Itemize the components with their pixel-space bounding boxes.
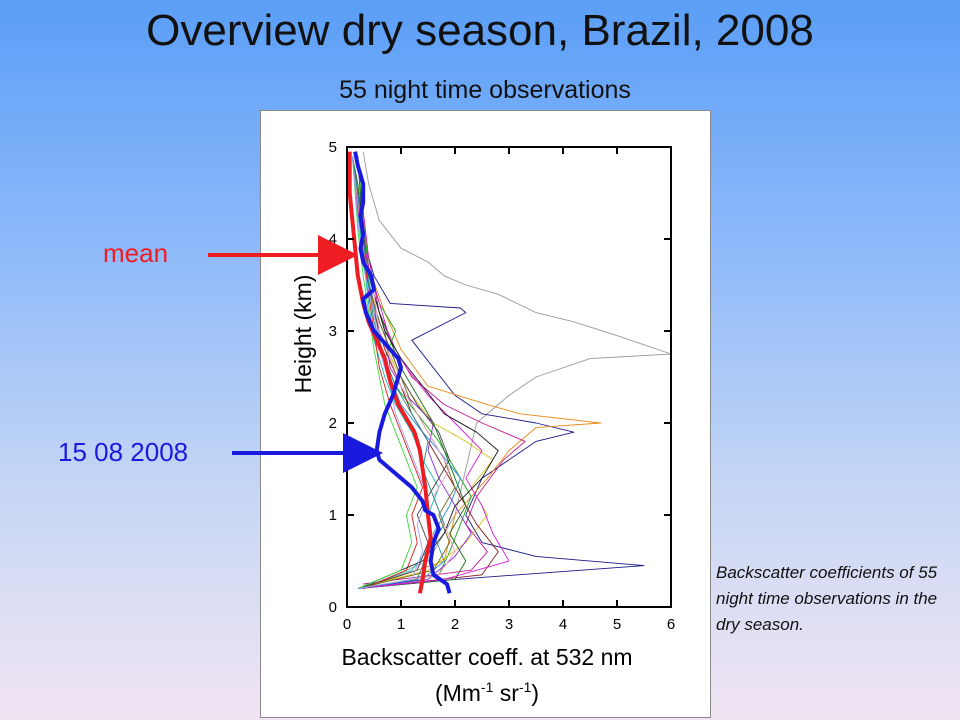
mean-annotation-label: mean	[103, 238, 169, 268]
x-tick-label: 5	[613, 616, 621, 633]
y-tick-label: 1	[329, 507, 337, 524]
y-axis-label: Height (km)	[290, 275, 316, 394]
y-tick-label: 0	[329, 599, 337, 616]
x-tick-label: 4	[559, 616, 567, 633]
y-tick-label: 3	[329, 323, 337, 340]
x-axis-label: Backscatter coeff. at 532 nm	[341, 644, 632, 670]
profile-line-8	[351, 156, 499, 590]
profile-line-1	[362, 151, 672, 590]
x-tick-label: 0	[343, 616, 351, 633]
y-tick-label: 2	[329, 415, 337, 432]
profile-line-2	[357, 156, 645, 590]
x-tick-label: 6	[667, 616, 675, 633]
x-axis-unit-label: (Mm-1 sr-1)	[435, 679, 539, 706]
figure-caption: Backscatter coefficients of 55 night tim…	[716, 563, 938, 634]
y-tick-label: 4	[329, 231, 337, 248]
profile-line-12	[351, 156, 424, 590]
profiles-layer	[347, 151, 672, 594]
ticks-layer: 0 1 2 3 4 5 6 0 1 2 3 4 5	[329, 139, 676, 633]
page-title: Overview dry season, Brazil, 2008	[146, 6, 814, 55]
profile-line-3	[357, 156, 602, 590]
chart-svg: 0 1 2 3 4 5 6 0 1 2 3 4 5 Height (km) Backscatter co…	[290, 139, 676, 706]
x-tick-label: 2	[451, 616, 459, 633]
x-tick-label: 3	[505, 616, 513, 633]
profile-line-18	[351, 156, 456, 590]
y-tick-label: 5	[329, 139, 337, 156]
x-tick-label: 1	[397, 616, 405, 633]
highlight-profile-line	[353, 151, 452, 594]
profile-line-20	[351, 156, 429, 590]
chart-panel: 0 1 2 3 4 5 6 0 1 2 3 4 5 Height (km) Backscatter co…	[260, 110, 711, 718]
highlight-annotation-label: 15 08 2008	[58, 437, 189, 467]
profile-line-17	[351, 156, 418, 590]
profile-line-6	[351, 156, 494, 590]
page-subtitle: 55 night time observations	[339, 76, 631, 104]
profile-line-5	[357, 156, 472, 590]
